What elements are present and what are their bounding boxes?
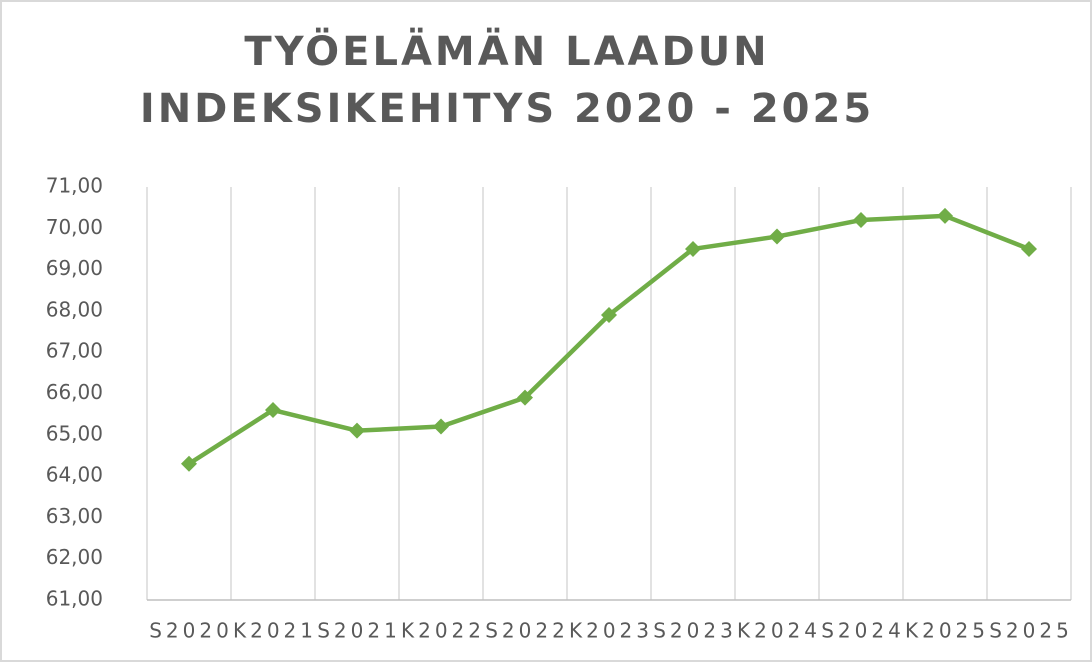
y-tick-label: 71,00 <box>46 174 103 198</box>
point-marker <box>685 240 701 257</box>
point-marker <box>769 228 785 245</box>
point-marker <box>517 389 533 406</box>
point-marker <box>853 212 869 229</box>
x-tick-label: K2023 <box>569 619 653 643</box>
x-tick-label: S2024 <box>821 619 905 643</box>
point-marker <box>937 207 953 224</box>
x-tick-label: K2024 <box>737 619 821 643</box>
y-tick-label: 69,00 <box>46 256 103 280</box>
point-marker <box>601 307 617 324</box>
chart-title: INDEKSIKEHITYS 2020 - 2025 <box>140 86 874 132</box>
x-tick-label: K2025 <box>905 619 989 643</box>
x-tick-label: S2020 <box>149 619 233 643</box>
y-tick-label: 63,00 <box>46 504 103 528</box>
y-tick-label: 70,00 <box>46 215 103 239</box>
y-tick-label: 67,00 <box>46 339 103 363</box>
y-tick-label: 68,00 <box>46 297 103 321</box>
x-tick-label: S2025 <box>989 619 1073 643</box>
y-tick-label: 61,00 <box>46 587 103 611</box>
x-tick-label: K2021 <box>233 619 317 643</box>
y-tick-label: 66,00 <box>46 380 103 404</box>
point-marker <box>433 418 449 435</box>
point-marker <box>265 402 281 419</box>
point-marker <box>349 422 365 439</box>
y-tick-label: 62,00 <box>46 545 103 569</box>
point-marker <box>181 455 197 472</box>
x-tick-label: K2022 <box>401 619 485 643</box>
point-marker <box>1021 240 1037 257</box>
x-tick-label: S2023 <box>653 619 737 643</box>
chart-title: TYÖELÄMÄN LAADUN <box>244 27 769 75</box>
y-tick-label: 64,00 <box>46 463 103 487</box>
y-tick-label: 65,00 <box>46 421 103 445</box>
x-tick-label: S2021 <box>317 619 401 643</box>
x-tick-label: S2022 <box>485 619 569 643</box>
